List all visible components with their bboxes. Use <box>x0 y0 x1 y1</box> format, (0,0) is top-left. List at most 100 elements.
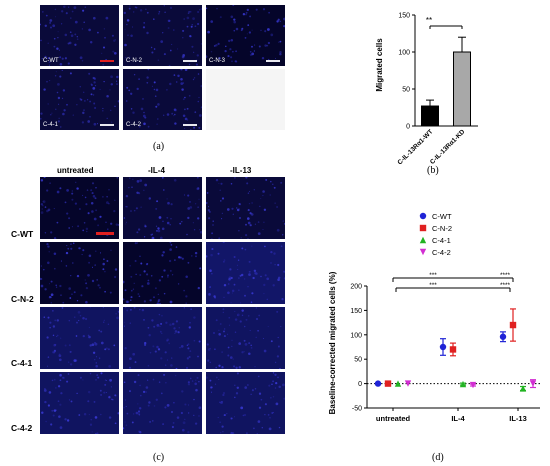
cell-dot <box>214 348 216 351</box>
col-header-untreated: untreated <box>57 166 94 175</box>
cell-dot <box>139 9 143 12</box>
cell-dot <box>58 358 62 362</box>
cell-dot <box>52 414 55 417</box>
cell-dot <box>186 107 189 110</box>
cell-dot <box>105 16 109 20</box>
legend-label: C-N-2 <box>432 224 452 233</box>
cell-dot <box>247 285 249 288</box>
cell-dot <box>125 56 127 59</box>
cell-dot <box>253 427 255 430</box>
cell-dot <box>47 404 51 407</box>
cell-dot <box>186 344 189 347</box>
cell-dot <box>176 416 180 419</box>
cell-dot <box>64 201 67 204</box>
cell-dot <box>180 78 183 81</box>
cell-dot <box>187 207 191 210</box>
cell-dot <box>102 268 105 271</box>
cell-dot <box>70 243 72 245</box>
cell-dot <box>238 366 242 369</box>
cell-dot <box>74 20 78 24</box>
cell-dot <box>149 299 152 302</box>
cell-dot <box>165 364 167 366</box>
cell-dot <box>56 319 60 322</box>
cell-dot <box>130 34 133 38</box>
cell-dot <box>283 17 285 21</box>
cell-dot <box>54 8 57 11</box>
cell-dot <box>103 319 105 322</box>
cell-dot <box>83 109 85 111</box>
cell-dot <box>151 319 154 322</box>
cell-dot <box>243 278 246 280</box>
cell-dot <box>220 432 222 434</box>
micro-tile-c-4-1: C-4-1 <box>40 69 119 130</box>
cell-dot <box>70 34 74 37</box>
cell-dot <box>216 8 218 10</box>
cell-dot <box>141 308 145 312</box>
cell-dot <box>169 6 173 9</box>
cell-dot <box>238 230 240 232</box>
cell-dot <box>97 224 100 227</box>
cell-dot <box>84 196 87 199</box>
cell-dot <box>189 350 192 353</box>
cell-dot <box>139 179 143 182</box>
cell-dot <box>87 400 90 403</box>
cell-dot <box>88 326 91 329</box>
cell-dot <box>53 351 56 354</box>
cell-dot <box>257 375 260 378</box>
cell-dot <box>132 178 134 180</box>
cell-dot <box>267 326 269 328</box>
cell-dot <box>74 202 78 205</box>
cell-dot <box>92 87 96 90</box>
cell-dot <box>247 192 250 194</box>
cell-dot <box>221 425 224 428</box>
cell-dot <box>47 245 50 248</box>
cell-dot <box>106 117 108 120</box>
cell-dot <box>48 61 51 63</box>
cell-dot <box>49 22 51 24</box>
cell-dot <box>178 326 181 329</box>
cell-dot <box>221 366 224 369</box>
cell-dot <box>231 60 233 63</box>
cell-dot <box>91 431 93 433</box>
cell-dot <box>239 320 242 323</box>
cell-dot <box>246 8 249 12</box>
cell-dot <box>251 245 253 247</box>
cell-dot <box>169 242 172 244</box>
cell-dot <box>107 228 109 230</box>
cell-dot <box>142 114 146 118</box>
cell-dot <box>170 218 172 220</box>
cell-dot <box>151 51 154 54</box>
cell-dot <box>279 368 281 369</box>
scale-bar <box>266 60 280 62</box>
cell-dot <box>76 274 80 278</box>
cell-dot <box>244 248 247 251</box>
cell-dot <box>223 283 227 287</box>
cell-dot <box>62 89 66 92</box>
cell-dot <box>225 45 227 48</box>
cell-dot <box>105 391 107 394</box>
cell-dot <box>67 247 69 250</box>
y-tick-label: 0 <box>358 381 362 388</box>
scale-bar <box>96 232 114 235</box>
cell-dot <box>232 358 234 360</box>
cell-dot <box>133 307 136 309</box>
cell-dot <box>63 109 66 112</box>
cell-dot <box>82 316 85 320</box>
cell-dot <box>260 275 262 278</box>
cell-dot <box>206 201 208 205</box>
cell-dot <box>73 316 76 319</box>
cell-dot <box>91 343 95 347</box>
micro-c-4-2-il-13 <box>206 372 285 434</box>
cell-dot <box>173 29 175 31</box>
cell-dot <box>57 96 61 100</box>
cell-dot <box>87 273 90 277</box>
cell-dot <box>246 33 248 35</box>
cell-dot <box>78 414 81 416</box>
cell-dot <box>72 242 75 245</box>
cell-dot <box>264 414 266 416</box>
cell-dot <box>185 366 189 369</box>
cell-dot <box>131 186 133 189</box>
cell-dot <box>207 206 210 208</box>
cell-dot <box>182 82 185 84</box>
cell-dot <box>264 30 267 33</box>
